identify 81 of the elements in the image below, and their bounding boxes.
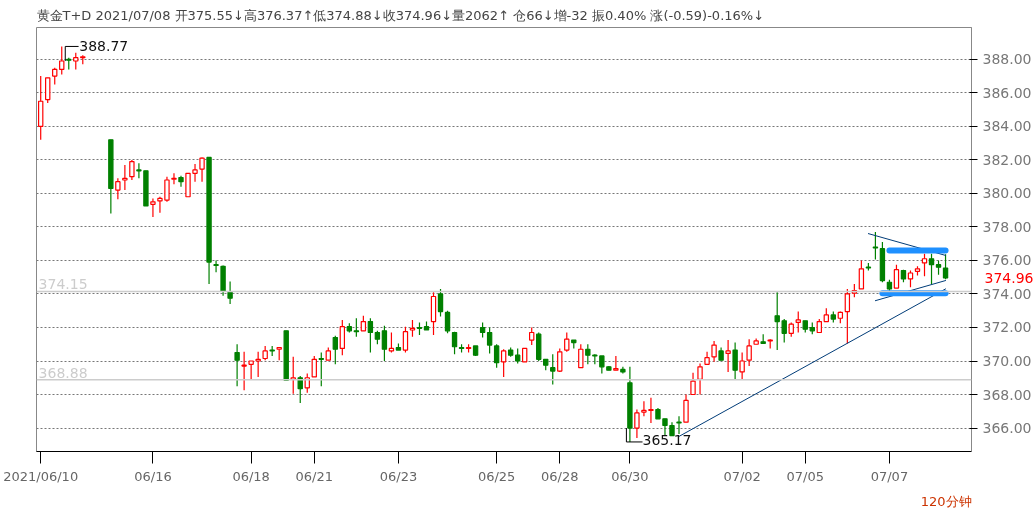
x-tick-label: 06/25 (477, 468, 516, 484)
text: 120分钟 (920, 493, 972, 509)
candlestick (227, 280, 233, 305)
candlestick (353, 317, 360, 338)
candlestick (381, 325, 388, 362)
candlestick (213, 259, 219, 273)
y-tick-label: 374.00 (982, 285, 1032, 302)
x-tick-label: 06/30 (611, 468, 649, 484)
candlestick (585, 343, 591, 365)
y-tick-label: 366.00 (982, 420, 1032, 437)
candlestick (318, 352, 324, 387)
candlestick (942, 253, 949, 280)
candlestick (59, 45, 65, 76)
y-tick-label: 384.00 (982, 118, 1032, 135)
candlestick (697, 362, 703, 396)
candlestick (500, 348, 507, 378)
candlestick (739, 352, 745, 381)
x-tick-label: 07/02 (723, 468, 761, 484)
x-tick-label: 07/07 (870, 468, 909, 484)
candlestick (725, 339, 731, 373)
x-tick-label: 2021/06/10 (3, 468, 79, 484)
candlestick (115, 177, 121, 200)
candlestick (550, 353, 556, 386)
candlestick (178, 175, 184, 188)
chart-title: 黄金T+D 2021/07/08 开375.55↓高376.37↑低374.88↓收374.96↓量2062↑ 仓66↓增-32 振0.40% 涨(-0.59)-0.16%↓ (36, 7, 765, 23)
candlestick (234, 343, 240, 387)
candlestick (858, 259, 865, 290)
y-tick-label: 372.00 (982, 319, 1032, 336)
x-tick-label: 07/05 (786, 468, 824, 484)
candlestick (332, 335, 339, 365)
candlestick (564, 331, 570, 353)
text: 374.96 (984, 269, 1034, 286)
candlestick (872, 231, 879, 261)
annotation: 365.17 (642, 431, 692, 448)
candlestick (557, 347, 563, 373)
candlestick (746, 338, 752, 367)
candlestick (795, 310, 801, 334)
x-tick-label: 06/28 (541, 468, 579, 484)
candlestick (248, 360, 254, 381)
candlestick (921, 253, 928, 277)
candlestick (893, 264, 900, 289)
candlestick (844, 288, 851, 345)
candlestick (129, 159, 135, 181)
candlestick (690, 372, 696, 396)
candlestick (199, 156, 205, 183)
candlestick (578, 343, 584, 369)
y-tick-label: 380.00 (982, 185, 1032, 202)
candlestick (45, 77, 51, 104)
x-tick-label: 06/18 (232, 468, 270, 484)
y-tick-label: 378.00 (982, 218, 1032, 235)
y-tick-label: 382.00 (982, 151, 1032, 168)
candlestick (683, 393, 689, 423)
y-tick-label: 370.00 (982, 353, 1032, 369)
candlestick (255, 351, 261, 378)
candlestick (444, 310, 451, 334)
y-tick-label: 388.00 (982, 51, 1032, 68)
x-tick-label: 06/23 (379, 468, 418, 484)
y-tick-label: 376.00 (982, 252, 1032, 269)
candlestick (613, 355, 619, 371)
candlestick (711, 340, 717, 363)
candlestick (339, 319, 346, 356)
candlestick (493, 343, 500, 369)
candlestick (437, 288, 444, 318)
candlestick (676, 415, 682, 435)
candlestick (241, 351, 247, 391)
y-tick-label: 368.00 (982, 386, 1032, 403)
candlestick (122, 164, 128, 191)
candlestick (486, 326, 493, 355)
x-tick-label: 06/16 (134, 468, 172, 484)
candlestick (634, 409, 640, 439)
candlestick (367, 317, 374, 354)
y-tick-label: 386.00 (982, 84, 1032, 101)
candlestick (388, 331, 395, 354)
candlestick (171, 172, 177, 185)
candlestick (311, 355, 317, 378)
candlestick (732, 341, 738, 381)
x-tick-label: 06/21 (295, 468, 333, 484)
candlestick (150, 197, 156, 218)
candlestick (928, 253, 935, 285)
annotation: 388.77 (79, 38, 129, 55)
candlestick (402, 326, 409, 354)
